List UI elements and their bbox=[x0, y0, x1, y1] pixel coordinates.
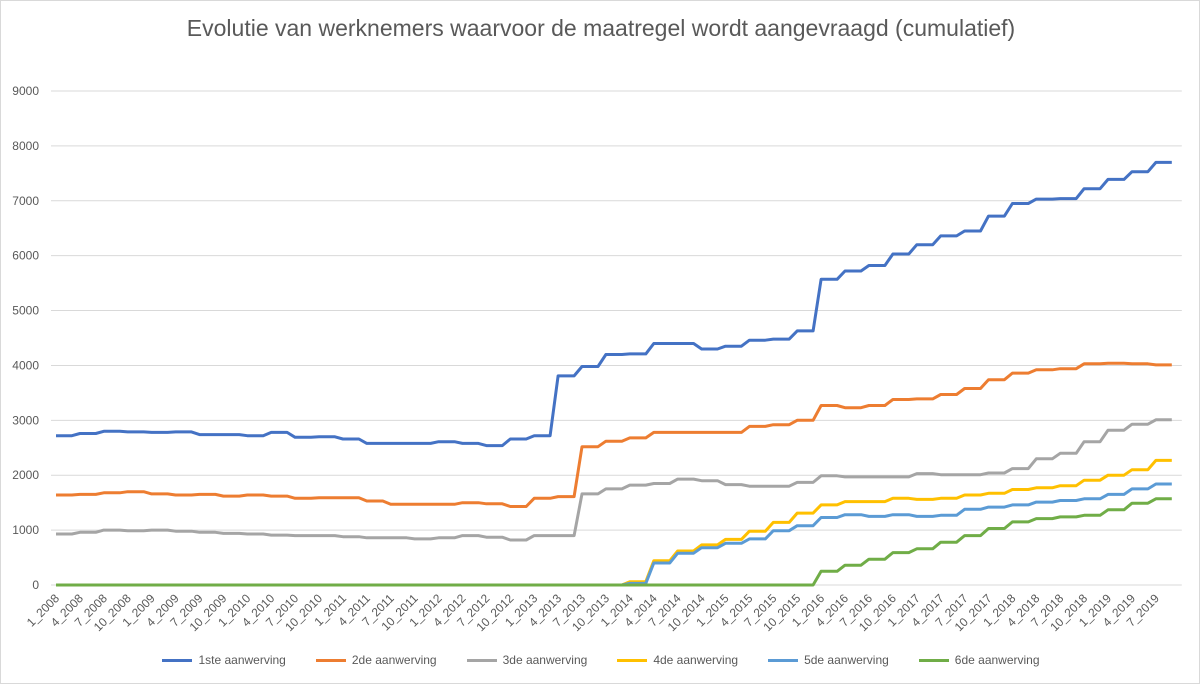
legend-item: 1ste aanwerving bbox=[162, 653, 286, 667]
legend-swatch bbox=[315, 658, 346, 662]
legend-item: 2de aanwerving bbox=[315, 653, 437, 667]
legend-swatch bbox=[617, 658, 648, 662]
legend-label: 6de aanwerving bbox=[954, 653, 1040, 667]
legend-item: 3de aanwerving bbox=[466, 653, 588, 667]
legend-swatch bbox=[918, 658, 949, 662]
y-tick-label: 3000 bbox=[12, 413, 39, 427]
legend-label: 5de aanwerving bbox=[804, 653, 889, 667]
y-tick-label: 5000 bbox=[12, 304, 39, 318]
legend-item: 5de aanwerving bbox=[768, 653, 889, 667]
legend-swatch bbox=[162, 658, 193, 662]
legend-swatch bbox=[466, 658, 497, 662]
legend-swatch bbox=[768, 658, 799, 662]
y-tick-label: 7000 bbox=[12, 194, 39, 208]
y-tick-label: 8000 bbox=[12, 139, 39, 153]
series-line-2 bbox=[56, 361, 1172, 508]
y-tick-label: 0 bbox=[32, 578, 39, 592]
chart-title: Evolutie van werknemers waarvoor de maat… bbox=[186, 15, 1016, 41]
legend: 1ste aanwerving 2de aanwerving 3de aanwerv… bbox=[1, 653, 1200, 667]
y-tick-label: 4000 bbox=[12, 358, 39, 372]
series-line-6 bbox=[56, 497, 1172, 587]
y-tick-label: 1000 bbox=[12, 523, 39, 537]
y-tick-label: 9000 bbox=[12, 84, 39, 98]
series-line-3 bbox=[56, 418, 1172, 542]
legend-label: 4de aanwerving bbox=[653, 653, 739, 667]
y-tick-label: 2000 bbox=[12, 468, 39, 482]
series-line-4 bbox=[56, 458, 1172, 587]
y-tick-label: 6000 bbox=[12, 249, 39, 263]
legend-item: 4de aanwerving bbox=[617, 653, 738, 667]
series-line-1 bbox=[56, 160, 1172, 448]
legend-label: 2de aanwerving bbox=[351, 653, 437, 667]
legend-item: 6de aanwerving bbox=[918, 653, 1040, 667]
legend-label: 3de aanwerving bbox=[502, 653, 588, 667]
legend-label: 1ste aanwerving bbox=[198, 653, 286, 667]
